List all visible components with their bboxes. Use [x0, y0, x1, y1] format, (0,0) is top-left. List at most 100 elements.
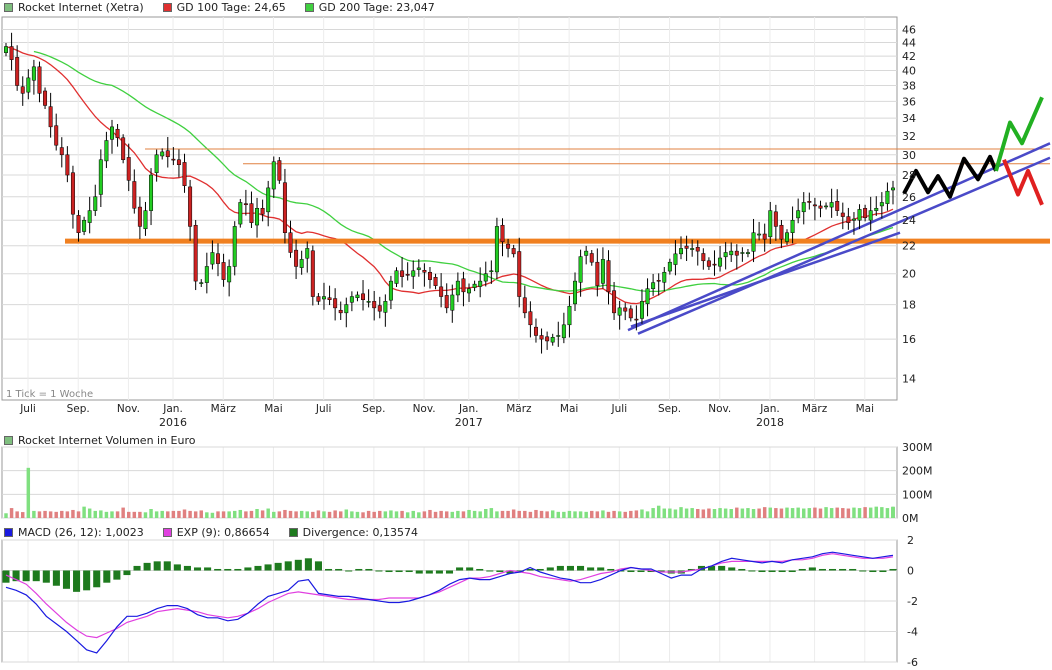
price-tick-label: 32	[902, 130, 916, 143]
volume-bar	[99, 510, 103, 518]
month-tick-label: Jan.	[162, 403, 183, 415]
candle-up	[455, 280, 460, 296]
volume-bar	[807, 508, 812, 518]
volume-bar	[606, 511, 611, 518]
month-tick-label: Juli	[19, 403, 36, 415]
moving-averages	[5, 46, 894, 305]
candle-down	[734, 250, 739, 256]
divergence-bar	[778, 570, 786, 573]
volume-bar	[272, 511, 276, 518]
candle-up	[255, 208, 260, 226]
divergence-bar	[183, 565, 191, 571]
candle-down	[361, 293, 366, 300]
volume-bar	[93, 510, 97, 518]
divergence-bar	[83, 570, 91, 591]
macd-tick-label: 0	[907, 565, 914, 578]
divergence-bar	[365, 568, 373, 571]
volume-bar	[472, 510, 477, 518]
divergence-bar	[274, 562, 282, 571]
volume-bar	[500, 510, 505, 518]
divergence-bar	[214, 568, 222, 571]
month-tick-label: Juli	[611, 403, 628, 415]
year-label: 2016	[159, 416, 187, 429]
candle-down	[773, 211, 778, 227]
price-tick-label: 28	[902, 169, 916, 182]
candle-up	[110, 126, 114, 140]
divergence-bar	[435, 570, 443, 574]
candle-down	[377, 305, 382, 312]
divergence-bar	[647, 570, 655, 573]
volume-bar	[824, 507, 828, 518]
trend-line-2	[630, 231, 901, 328]
divergence-bar	[52, 570, 60, 586]
volume-bar	[567, 510, 572, 518]
volume-bar	[534, 509, 538, 518]
divergence-bar	[859, 570, 867, 572]
volume-bar	[43, 510, 47, 518]
volume-bar	[740, 508, 745, 518]
divergence-bar	[798, 568, 806, 571]
candle-up	[199, 282, 204, 284]
month-tick-label: Nov.	[708, 403, 731, 415]
candle-up	[411, 270, 416, 277]
divergence-bar	[42, 570, 50, 583]
trend-line-0	[627, 142, 1051, 332]
candle-down	[249, 203, 254, 223]
macd-tick-label: -6	[907, 656, 918, 669]
divergence-bar	[22, 570, 30, 582]
legend-volume-label: Rocket Internet Volumen in Euro	[18, 434, 196, 447]
volume-tick-label: 0M	[902, 512, 919, 525]
volume-bar	[405, 512, 410, 518]
price-candles	[4, 32, 895, 354]
candle-up	[160, 151, 165, 157]
volume-bar	[712, 509, 717, 518]
divergence-bar	[869, 570, 877, 573]
candle-down	[37, 66, 42, 94]
candle-up	[645, 288, 650, 304]
candle-up	[450, 294, 455, 311]
divergence-bar	[476, 568, 484, 571]
volume-bar	[461, 511, 466, 518]
legend-swatch-divergence	[288, 528, 298, 537]
divergence-bar	[526, 568, 534, 571]
month-tick-label: Nov.	[117, 403, 140, 415]
volume-bar	[188, 510, 192, 518]
volume-bar	[439, 510, 443, 518]
volume-bar	[249, 510, 254, 518]
price-tick-label: 18	[902, 299, 916, 312]
divergence-bar	[2, 570, 10, 583]
volume-bar	[428, 509, 432, 518]
candle-down	[277, 160, 282, 181]
volume-bar	[138, 511, 142, 518]
divergence-bar	[879, 570, 887, 573]
volume-bar	[87, 508, 92, 518]
volume-bar	[227, 511, 231, 518]
candle-down	[701, 253, 706, 262]
volume-bar	[383, 511, 388, 518]
candle-up	[299, 259, 304, 268]
month-tick-label: Mai	[856, 403, 874, 415]
volume-bars	[4, 467, 895, 518]
candle-up	[829, 202, 834, 208]
divergence-bar	[405, 570, 413, 573]
volume-bar	[612, 510, 616, 518]
price-tick-label: 22	[902, 240, 916, 253]
candle-down	[511, 248, 516, 255]
candle-down	[137, 206, 142, 227]
volume-bar	[48, 511, 53, 518]
candle-up	[271, 161, 276, 190]
volume-bar	[288, 510, 293, 518]
candle-down	[405, 274, 410, 276]
candle-up	[801, 202, 806, 213]
divergence-bar	[163, 561, 171, 571]
candle-up	[322, 296, 326, 300]
divergence-bar	[93, 570, 101, 588]
divergence-bar	[264, 564, 272, 571]
tick-watermark-text: 1 Tick = 1 Woche	[6, 389, 94, 400]
month-tick-label: März	[802, 403, 828, 415]
candle-up	[104, 140, 109, 162]
candle-up	[98, 159, 103, 195]
divergence-bar	[486, 570, 494, 572]
volume-legend: Rocket Internet Volumen in Euro	[4, 434, 196, 447]
volume-bar	[723, 508, 728, 518]
